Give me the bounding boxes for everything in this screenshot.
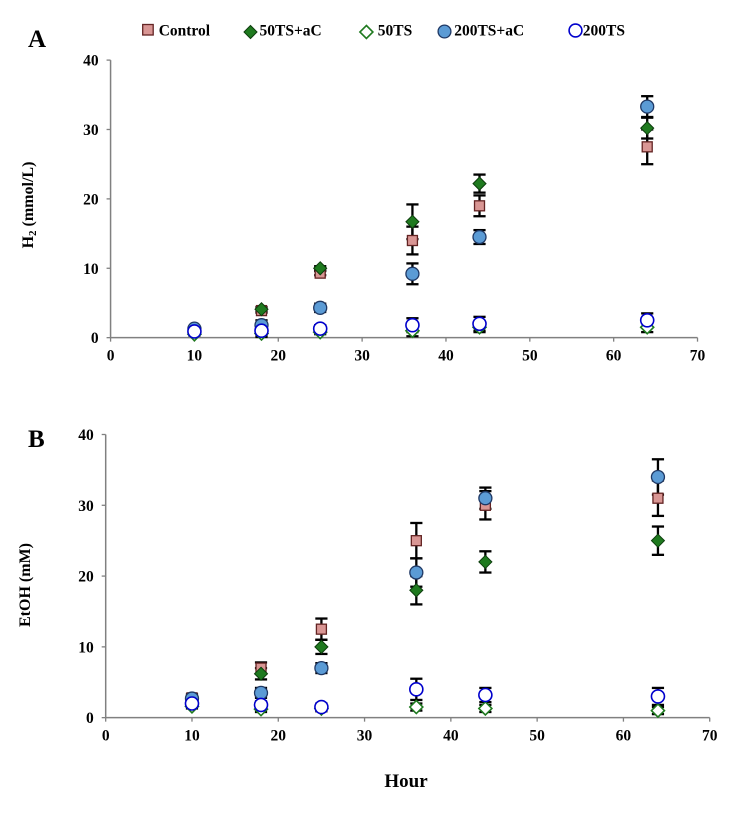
svg-text:50: 50 xyxy=(522,348,538,365)
svg-text:10: 10 xyxy=(83,261,99,278)
svg-text:B: B xyxy=(28,426,45,453)
svg-text:40: 40 xyxy=(438,348,454,365)
svg-text:30: 30 xyxy=(354,348,370,365)
svg-text:0: 0 xyxy=(102,728,110,745)
svg-text:0: 0 xyxy=(86,710,94,727)
svg-text:50TS+aC: 50TS+aC xyxy=(260,23,322,40)
svg-text:50: 50 xyxy=(529,728,545,745)
svg-text:20: 20 xyxy=(271,728,287,745)
svg-text:60: 60 xyxy=(606,348,622,365)
svg-text:0: 0 xyxy=(91,330,99,347)
svg-text:20: 20 xyxy=(78,569,94,586)
svg-text:40: 40 xyxy=(78,427,94,444)
svg-text:Control: Control xyxy=(159,23,211,40)
svg-text:60: 60 xyxy=(616,728,632,745)
svg-text:200TS: 200TS xyxy=(583,23,625,40)
svg-text:50TS: 50TS xyxy=(378,23,412,40)
svg-text:Hour: Hour xyxy=(384,771,428,792)
svg-text:200TS+aC: 200TS+aC xyxy=(454,23,524,40)
svg-text:EtOH (mM): EtOH (mM) xyxy=(17,543,34,627)
svg-text:70: 70 xyxy=(702,728,718,745)
svg-text:0: 0 xyxy=(107,348,115,365)
svg-text:20: 20 xyxy=(271,348,287,365)
svg-text:30: 30 xyxy=(78,498,94,515)
svg-text:10: 10 xyxy=(184,728,200,745)
svg-text:10: 10 xyxy=(78,639,94,656)
svg-text:30: 30 xyxy=(83,122,99,139)
svg-text:30: 30 xyxy=(357,728,373,745)
svg-text:20: 20 xyxy=(83,191,99,208)
svg-text:A: A xyxy=(28,26,46,53)
svg-text:70: 70 xyxy=(690,348,706,365)
svg-text:10: 10 xyxy=(187,348,203,365)
svg-text:40: 40 xyxy=(443,728,459,745)
svg-text:40: 40 xyxy=(83,53,99,70)
